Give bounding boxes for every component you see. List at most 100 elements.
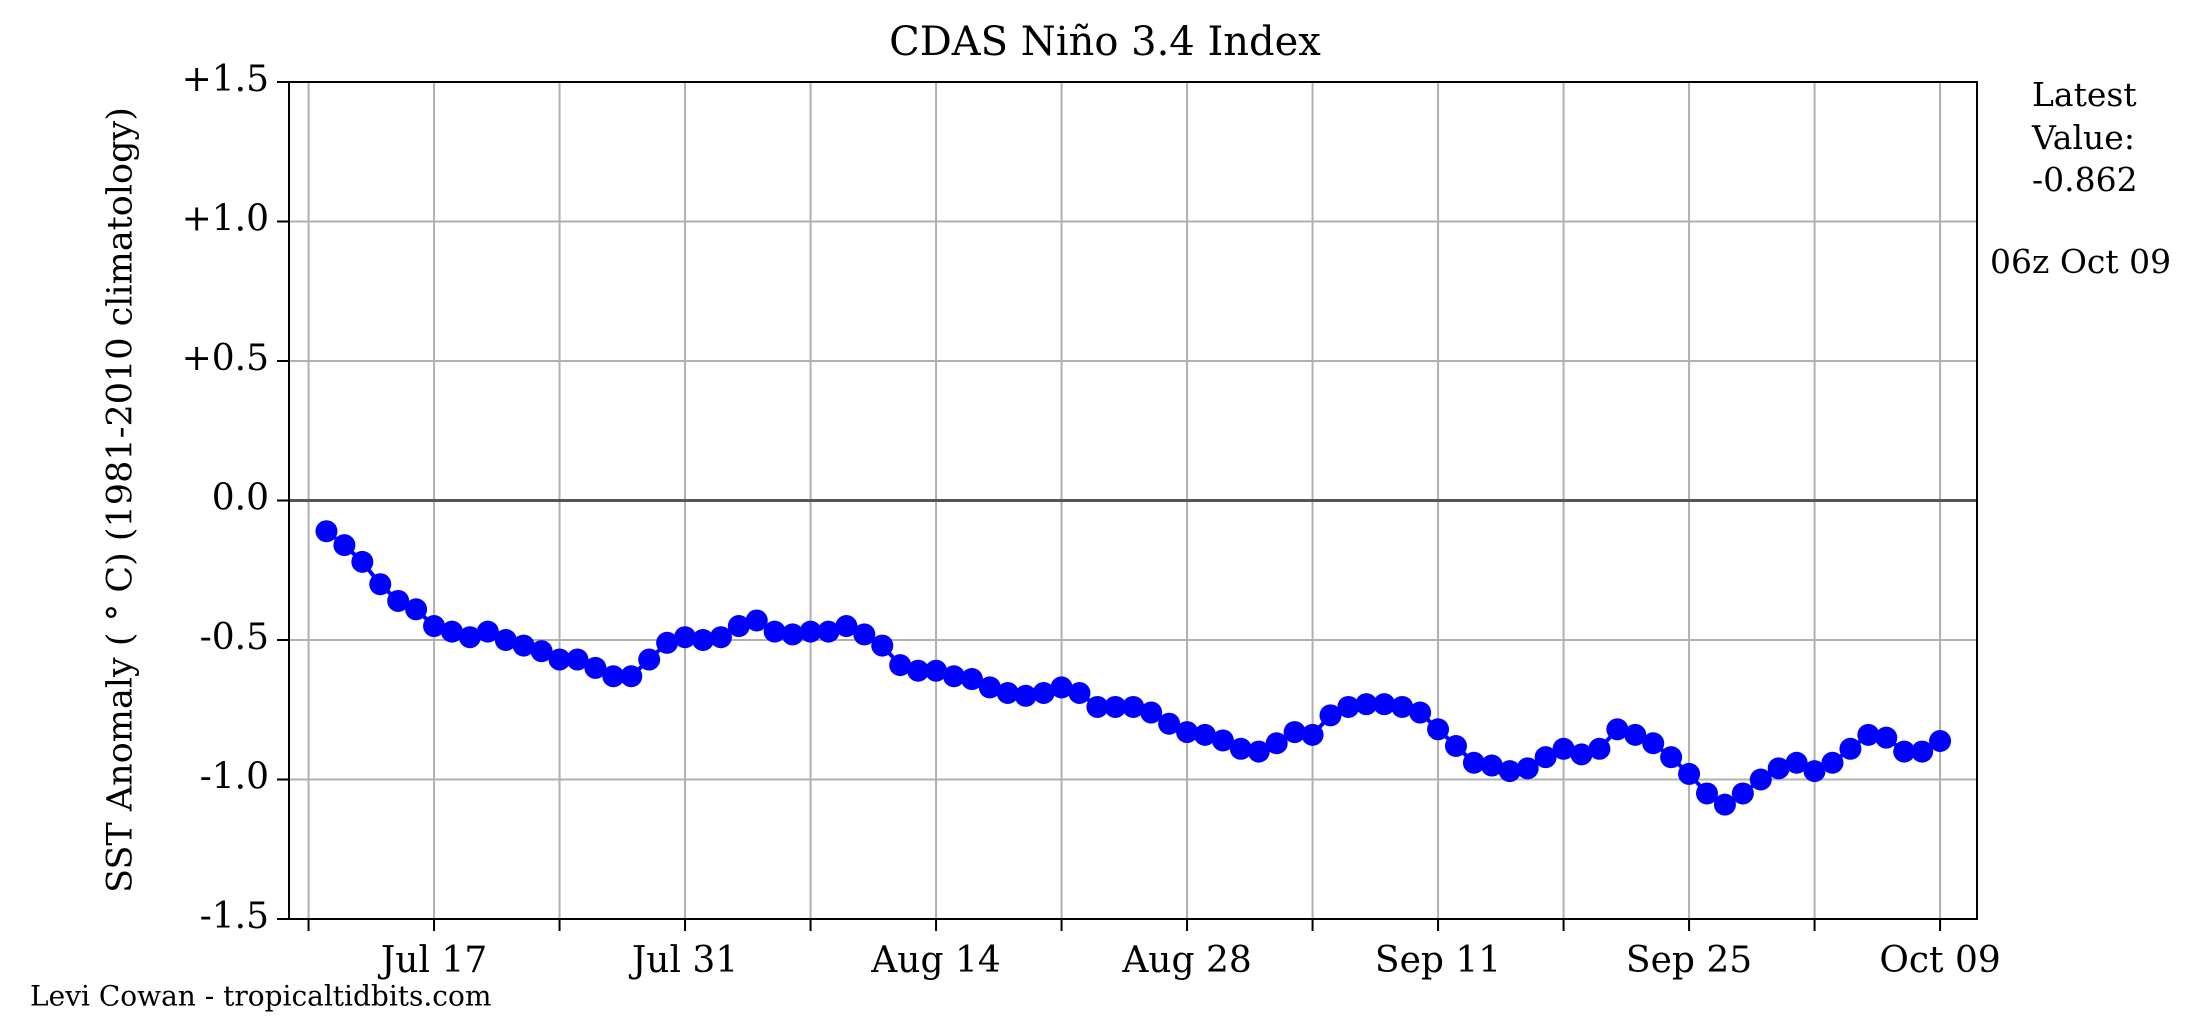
data-point [1193, 723, 1216, 746]
data-point [1588, 737, 1611, 760]
data-point [853, 623, 876, 646]
data-point [1050, 676, 1073, 699]
y-tick-label: 0.0 [212, 478, 269, 519]
data-point [1104, 695, 1127, 718]
data-point [369, 573, 392, 596]
data-point [494, 629, 517, 651]
y-tick-label: -0.5 [200, 617, 269, 658]
data-point [1929, 729, 1952, 752]
data-point [1498, 760, 1521, 783]
data-point [548, 648, 571, 671]
x-tick-label: Oct 09 [1879, 940, 2000, 981]
data-point [351, 550, 374, 573]
data-point [1140, 701, 1163, 724]
data-point [584, 656, 607, 679]
data-point [1839, 737, 1862, 760]
data-point [458, 626, 481, 649]
data-point [1391, 695, 1414, 718]
data-point [440, 620, 463, 643]
data-point [1785, 751, 1808, 774]
annotation: Latest [2032, 75, 2137, 114]
data-point [1767, 757, 1790, 780]
data-point [1462, 751, 1485, 774]
data-point [1552, 737, 1575, 760]
data-point [1695, 782, 1718, 805]
data-point [1624, 723, 1647, 746]
data-point [960, 668, 983, 691]
data-point [1606, 718, 1629, 741]
y-tick-label: -1.0 [200, 757, 269, 798]
y-tick-label: +0.5 [182, 338, 269, 379]
data-point [799, 620, 822, 643]
data-point [1283, 721, 1306, 744]
data-point [566, 648, 589, 671]
data-point [1731, 782, 1754, 805]
data-point [1911, 740, 1934, 763]
data-point [333, 534, 356, 557]
plot-frame [288, 81, 1978, 920]
x-tick-label: Sep 11 [1375, 940, 1501, 981]
data-point [835, 615, 858, 638]
data-point [763, 620, 786, 643]
data-point [889, 654, 912, 677]
data-point [1158, 712, 1181, 735]
data-point [1247, 740, 1270, 763]
data-point [1229, 737, 1252, 760]
data-point [1660, 746, 1683, 769]
data-point [387, 589, 410, 612]
y-axis-label: SST Anomaly ( ° C) (1981-2010 climatolog… [101, 107, 141, 893]
data-point [907, 659, 930, 682]
data-point [925, 659, 948, 682]
data-point [1032, 682, 1055, 705]
data-point [1875, 726, 1898, 749]
data-point [602, 665, 625, 688]
data-point [1409, 701, 1432, 724]
data-point [1068, 682, 1091, 705]
data-point [978, 676, 1001, 699]
data-point [423, 615, 446, 638]
data-point [638, 648, 661, 671]
data-point [1086, 695, 1109, 718]
data-point [1857, 723, 1880, 746]
data-point [745, 609, 768, 632]
data-point [1713, 793, 1736, 816]
data-point [691, 629, 714, 651]
data-point [1678, 762, 1701, 785]
data-point [1373, 693, 1396, 716]
data-point [512, 634, 535, 657]
x-tick-label: Sep 25 [1626, 940, 1752, 981]
series-line [325, 529, 1942, 807]
x-tick-label: Jul 31 [628, 940, 738, 981]
data-point [781, 623, 804, 646]
data-point [315, 520, 338, 543]
chart-title: CDAS Niño 3.4 Index [889, 19, 1321, 65]
data-point [1301, 723, 1324, 746]
data-point [620, 665, 643, 688]
data-point [656, 631, 679, 654]
data-point [1642, 732, 1665, 755]
data-point [1014, 684, 1037, 707]
data-point [942, 665, 965, 688]
y-tick-label: +1.0 [182, 199, 269, 240]
data-point [1319, 704, 1342, 727]
data-point [530, 640, 553, 663]
data-point [1480, 754, 1503, 777]
data-point [674, 626, 697, 649]
annotation: -0.862 [2032, 160, 2138, 199]
data-point [1211, 729, 1234, 752]
y-tick-label: +1.5 [182, 59, 269, 100]
data-point [996, 682, 1019, 705]
y-tick-label: -1.5 [200, 896, 269, 937]
annotation: 06z Oct 09 [1990, 242, 2171, 281]
data-point [476, 620, 499, 643]
credit: Levi Cowan - tropicaltidbits.com [30, 980, 491, 1013]
data-point [1427, 718, 1450, 741]
data-point [1176, 721, 1199, 744]
data-point [1444, 735, 1467, 758]
data-point [1803, 760, 1826, 783]
data-point [1516, 757, 1539, 780]
data-point [1355, 693, 1378, 716]
annotation: Value: [2031, 118, 2135, 157]
data-point [1749, 768, 1772, 791]
